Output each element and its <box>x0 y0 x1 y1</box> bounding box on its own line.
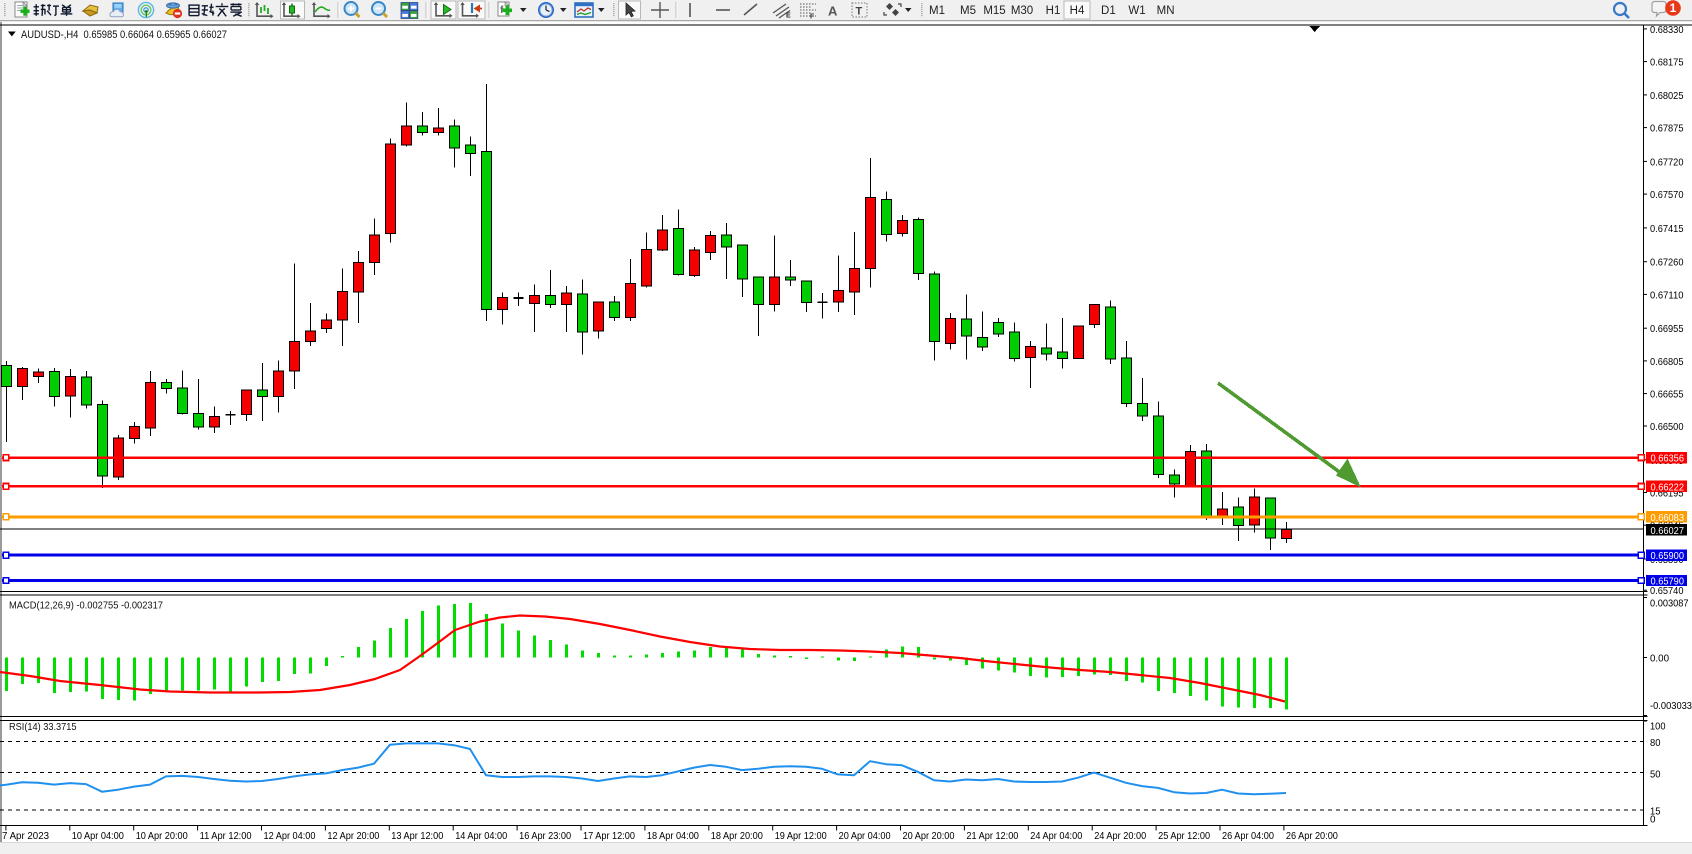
svg-text:18 Apr 20:00: 18 Apr 20:00 <box>711 831 763 842</box>
svg-text:1: 1 <box>1670 1 1677 15</box>
svg-text:F: F <box>810 14 815 21</box>
svg-text:26 Apr 04:00: 26 Apr 04:00 <box>1222 831 1274 842</box>
svg-text:0.67570: 0.67570 <box>1650 189 1684 201</box>
svg-text:10 Apr 20:00: 10 Apr 20:00 <box>136 831 188 842</box>
svg-text:0.67260: 0.67260 <box>1650 257 1684 269</box>
svg-text:-0.003033: -0.003033 <box>1650 700 1692 712</box>
svg-text:0: 0 <box>1650 813 1656 825</box>
svg-text:M15: M15 <box>983 5 1005 17</box>
svg-text:26 Apr 20:00: 26 Apr 20:00 <box>1286 831 1338 842</box>
svg-text:0.66955: 0.66955 <box>1650 323 1684 335</box>
svg-text:E: E <box>786 13 791 20</box>
svg-text:M1: M1 <box>929 5 945 17</box>
svg-text:0.66356: 0.66356 <box>1651 453 1685 465</box>
svg-text:MN: MN <box>1157 5 1175 17</box>
svg-text:0.66027: 0.66027 <box>1651 525 1685 537</box>
svg-text:17 Apr 12:00: 17 Apr 12:00 <box>583 831 635 842</box>
svg-text:0.67875: 0.67875 <box>1650 123 1684 135</box>
svg-text:0.66083: 0.66083 <box>1651 512 1685 524</box>
svg-text:80: 80 <box>1650 737 1661 749</box>
svg-text:AUDUSD-,H4 0.65985 0.66064 0.: AUDUSD-,H4 0.65985 0.66064 0.65965 0.660… <box>21 29 227 41</box>
svg-text:21 Apr 12:00: 21 Apr 12:00 <box>966 831 1018 842</box>
svg-text:0.68025: 0.68025 <box>1650 90 1684 102</box>
svg-text:50: 50 <box>1650 768 1661 780</box>
svg-text:0.67415: 0.67415 <box>1650 223 1684 235</box>
svg-text:0.00: 0.00 <box>1650 653 1669 665</box>
svg-text:D1: D1 <box>1101 5 1116 17</box>
svg-text:24 Apr 04:00: 24 Apr 04:00 <box>1030 831 1082 842</box>
svg-text:M30: M30 <box>1011 5 1033 17</box>
svg-text:0.67110: 0.67110 <box>1650 289 1684 301</box>
svg-text:0.65740: 0.65740 <box>1650 585 1684 597</box>
svg-text:20 Apr 20:00: 20 Apr 20:00 <box>903 831 955 842</box>
svg-text:7 Apr 2023: 7 Apr 2023 <box>2 831 49 842</box>
svg-text:M5: M5 <box>960 5 976 17</box>
svg-text:A: A <box>828 4 838 19</box>
svg-text:0.67720: 0.67720 <box>1650 156 1684 168</box>
svg-text:0.66655: 0.66655 <box>1650 389 1684 401</box>
svg-text:T: T <box>856 6 863 18</box>
svg-text:0.65900: 0.65900 <box>1651 550 1685 562</box>
svg-text:13 Apr 12:00: 13 Apr 12:00 <box>391 831 443 842</box>
svg-text:19 Apr 12:00: 19 Apr 12:00 <box>775 831 827 842</box>
svg-text:25 Apr 12:00: 25 Apr 12:00 <box>1158 831 1210 842</box>
svg-text:12 Apr 04:00: 12 Apr 04:00 <box>264 831 316 842</box>
svg-text:18 Apr 04:00: 18 Apr 04:00 <box>647 831 699 842</box>
svg-text:24 Apr 20:00: 24 Apr 20:00 <box>1094 831 1146 842</box>
svg-text:100: 100 <box>1650 721 1666 733</box>
svg-text:15: 15 <box>1650 806 1661 818</box>
svg-text:0.66500: 0.66500 <box>1650 421 1684 433</box>
svg-text:RSI(14) 33.3715: RSI(14) 33.3715 <box>9 721 77 733</box>
svg-text:0.65790: 0.65790 <box>1651 576 1685 588</box>
svg-text:MACD(12,26,9) -0.002755 -0.002: MACD(12,26,9) -0.002755 -0.002317 <box>9 600 163 612</box>
svg-text:W1: W1 <box>1128 5 1145 17</box>
svg-text:11 Apr 12:00: 11 Apr 12:00 <box>200 831 252 842</box>
svg-text:0.003087: 0.003087 <box>1650 598 1689 610</box>
svg-text:20 Apr 04:00: 20 Apr 04:00 <box>839 831 891 842</box>
svg-text:0.68330: 0.68330 <box>1650 24 1684 36</box>
svg-text:0.68175: 0.68175 <box>1650 57 1684 69</box>
svg-text:H4: H4 <box>1070 5 1085 17</box>
svg-text:0.66222: 0.66222 <box>1651 481 1685 493</box>
svg-text:0.66805: 0.66805 <box>1650 356 1684 368</box>
svg-text:10 Apr 04:00: 10 Apr 04:00 <box>72 831 124 842</box>
svg-text:12 Apr 20:00: 12 Apr 20:00 <box>327 831 379 842</box>
svg-text:H1: H1 <box>1046 5 1061 17</box>
svg-text:16 Apr 23:00: 16 Apr 23:00 <box>519 831 571 842</box>
svg-text:f: f <box>500 5 504 16</box>
svg-text:14 Apr 04:00: 14 Apr 04:00 <box>455 831 507 842</box>
